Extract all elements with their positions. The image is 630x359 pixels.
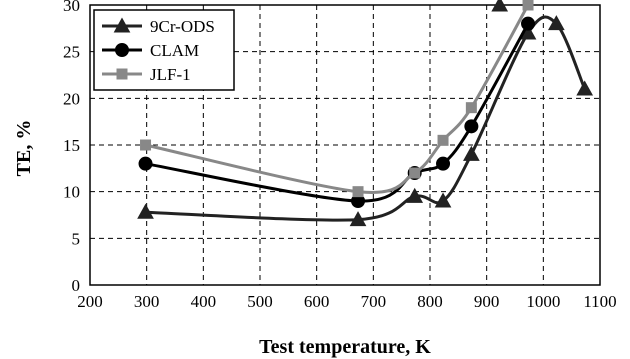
legend-marker-9cr-ods bbox=[113, 17, 131, 33]
data-point-9cr-ods bbox=[491, 0, 509, 12]
x-tick-label: 900 bbox=[474, 292, 500, 311]
legend-label-9cr-ods: 9Cr-ODS bbox=[150, 17, 215, 36]
legend-label-clam: CLAM bbox=[150, 41, 199, 60]
data-point-9cr-ods bbox=[406, 187, 424, 203]
x-axis-title: Test temperature, K bbox=[259, 336, 431, 358]
x-tick-label: 300 bbox=[134, 292, 160, 311]
x-tick-label: 400 bbox=[191, 292, 217, 311]
x-tick-label: 800 bbox=[417, 292, 443, 311]
x-tick-label: 600 bbox=[304, 292, 330, 311]
data-point-jlf-1 bbox=[437, 134, 449, 146]
legend-marker-jlf-1 bbox=[116, 68, 128, 80]
y-tick-label: 10 bbox=[63, 183, 80, 202]
y-tick-label: 15 bbox=[63, 136, 80, 155]
data-point-clam bbox=[436, 156, 451, 171]
data-point-9cr-ods bbox=[349, 211, 367, 227]
plot-frame bbox=[89, 4, 601, 286]
series-line-9cr-ods bbox=[145, 15, 587, 222]
y-tick-label: 0 bbox=[72, 276, 81, 295]
y-tick-label: 25 bbox=[63, 43, 80, 62]
data-point-clam bbox=[138, 156, 153, 171]
grid-lines bbox=[90, 5, 600, 285]
data-point-9cr-ods bbox=[463, 145, 480, 161]
x-tick-label: 1100 bbox=[583, 292, 616, 311]
data-point-jlf-1 bbox=[140, 139, 152, 151]
data-point-9cr-ods bbox=[576, 80, 594, 96]
y-axis-title: TE, % bbox=[13, 120, 35, 177]
series-line-jlf-1 bbox=[145, 4, 530, 194]
data-point-jlf-1 bbox=[522, 0, 534, 11]
data-point-jlf-1 bbox=[409, 167, 421, 179]
data-point-clam bbox=[464, 119, 479, 134]
x-tick-label: 1000 bbox=[526, 292, 560, 311]
x-tick-label: 500 bbox=[247, 292, 273, 311]
data-point-9cr-ods bbox=[548, 15, 565, 31]
legend-marker-clam bbox=[115, 43, 129, 57]
series-layer bbox=[137, 0, 594, 227]
legend: 9Cr-ODS CLAM JLF-1 bbox=[93, 9, 235, 91]
data-point-9cr-ods bbox=[434, 192, 452, 208]
data-point-9cr-ods bbox=[137, 203, 154, 219]
y-tick-label: 5 bbox=[72, 229, 81, 248]
x-tick-label: 700 bbox=[361, 292, 387, 311]
series-9cr-ods bbox=[137, 0, 594, 227]
series-jlf-1 bbox=[140, 0, 534, 198]
data-point-jlf-1 bbox=[352, 186, 364, 198]
tick-labels: 200 300 400 500 600 700 800 900 1000 1100 0 5 10 15 20… bbox=[63, 0, 617, 311]
data-point-clam bbox=[521, 16, 536, 31]
x-tick-label: 200 bbox=[77, 292, 103, 311]
y-tick-label: 20 bbox=[63, 89, 80, 108]
data-point-jlf-1 bbox=[465, 102, 477, 114]
y-tick-label: 30 bbox=[63, 0, 80, 15]
legend-label-jlf-1: JLF-1 bbox=[150, 65, 191, 84]
